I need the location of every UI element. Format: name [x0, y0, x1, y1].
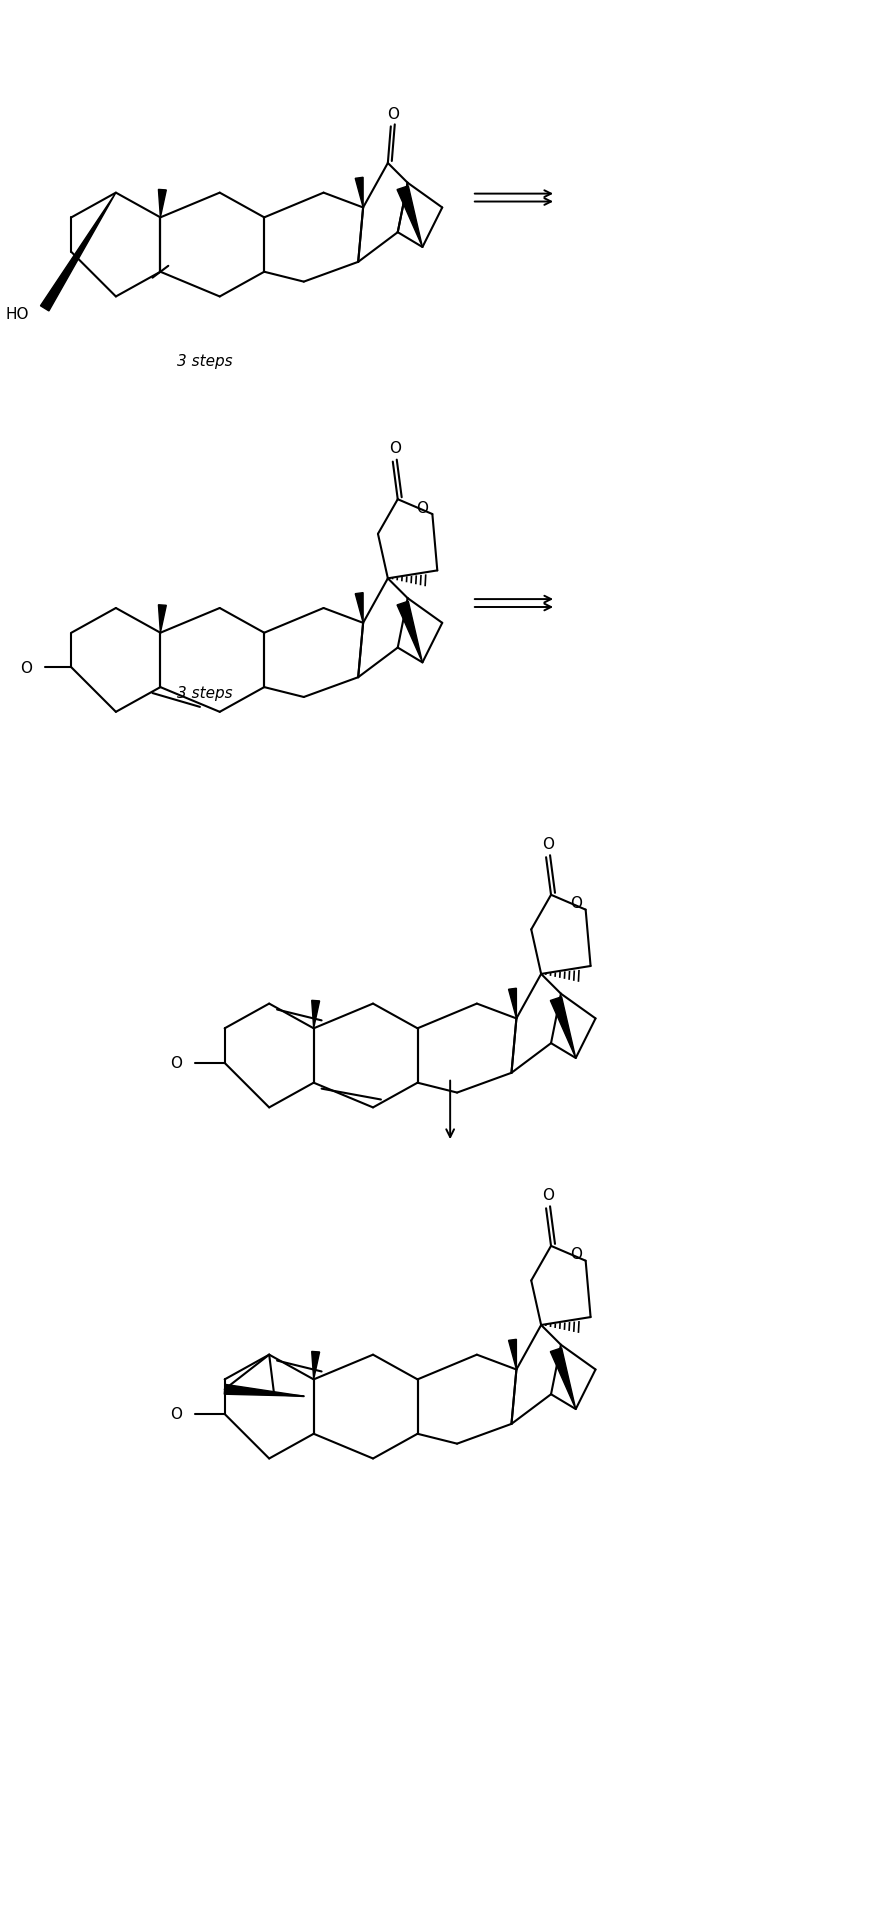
Text: O: O: [416, 500, 428, 516]
Polygon shape: [40, 193, 115, 311]
Polygon shape: [355, 178, 363, 209]
Polygon shape: [397, 187, 422, 247]
Text: O: O: [170, 1406, 182, 1422]
Text: O: O: [569, 896, 581, 910]
Polygon shape: [397, 603, 422, 663]
Polygon shape: [224, 1385, 303, 1397]
Polygon shape: [158, 605, 166, 634]
Text: O: O: [388, 440, 401, 456]
Text: O: O: [542, 837, 553, 852]
Text: O: O: [20, 661, 32, 676]
Polygon shape: [311, 1352, 319, 1379]
Polygon shape: [550, 997, 575, 1059]
Text: O: O: [386, 106, 399, 122]
Polygon shape: [508, 989, 516, 1018]
Text: 3 steps: 3 steps: [177, 686, 232, 699]
Polygon shape: [550, 1349, 575, 1408]
Text: 3 steps: 3 steps: [177, 354, 232, 369]
Text: HO: HO: [5, 307, 29, 321]
Polygon shape: [508, 1339, 516, 1370]
Text: O: O: [569, 1246, 581, 1262]
Polygon shape: [311, 1001, 319, 1028]
Polygon shape: [158, 189, 166, 218]
Polygon shape: [355, 593, 363, 624]
Text: O: O: [542, 1188, 553, 1202]
Text: O: O: [170, 1057, 182, 1070]
